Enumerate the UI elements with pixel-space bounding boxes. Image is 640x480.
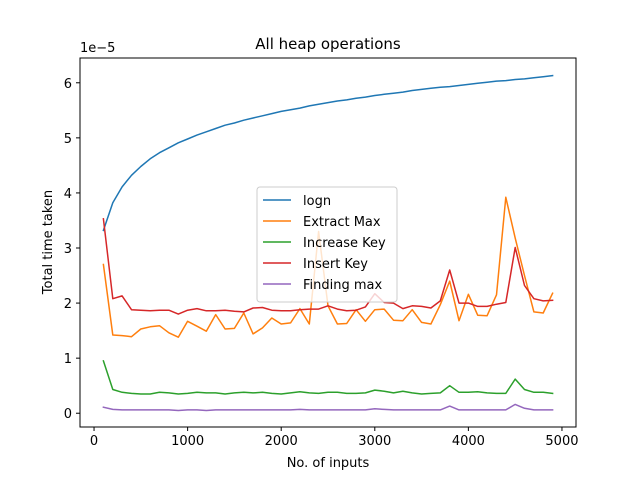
plot-frame [79,57,577,428]
y-axis-multiplier: 1e−5 [80,41,115,56]
x-tick-label: 4000 [452,434,485,449]
series-line-2 [102,359,554,395]
y-tick-label: 4 [64,187,72,202]
y-tick-label: 5 [64,132,72,147]
y-tick-label: 2 [64,297,72,312]
y-tick-label: 3 [64,242,72,257]
y-tick-label: 0 [64,407,72,422]
legend-label: Insert Key [303,257,368,272]
legend: logn Extract Max Increase Key Insert Key Fin… [256,186,398,303]
y-tick-label: 6 [64,77,72,92]
x-tick-label: 5000 [545,434,578,449]
chart-title: All heap operations [255,35,401,53]
x-tick-label: 1000 [171,434,204,449]
y-axis-label: Total time taken [41,190,56,295]
x-tick-label: 0 [90,434,98,449]
legend-label: Finding max [303,278,383,293]
y-tick-label: 1 [64,352,72,367]
x-tick-label: 2000 [265,434,298,449]
series-line-0 [102,74,554,232]
legend-box [256,186,398,303]
x-axis: 0 1000 2000 3000 4000 5000 [90,427,579,449]
series-layer [102,74,554,412]
y-axis: 0 1 2 3 4 5 6 [64,77,80,422]
series-line-4 [102,403,554,412]
legend-label: Increase Key [303,236,386,251]
legend-label: logn [303,194,331,209]
x-tick-label: 3000 [358,434,391,449]
series-line-3 [102,217,554,315]
legend-label: Extract Max [303,215,381,230]
x-axis-label: No. of inputs [287,456,370,471]
